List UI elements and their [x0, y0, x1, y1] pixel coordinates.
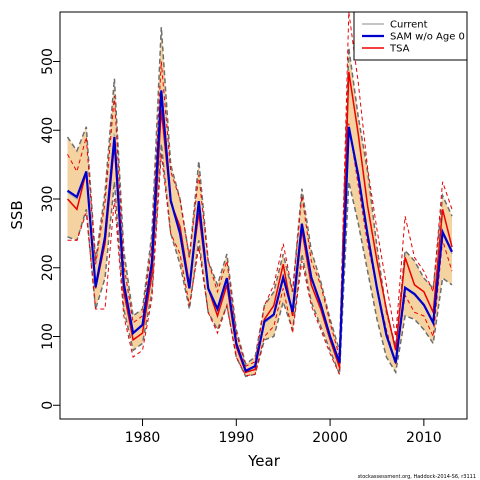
x-tick-label: 2010: [406, 430, 442, 446]
y-tick-label: 500: [40, 48, 56, 75]
x-axis-title: Year: [247, 452, 281, 470]
legend-label-sam: SAM w/o Age 0: [390, 32, 465, 43]
y-tick-label: 400: [40, 117, 56, 144]
tsa-upper-ci-line: [67, 11, 453, 367]
x-tick-label: 1980: [125, 430, 161, 446]
sam-series-line: [66, 90, 453, 373]
x-tick-label: 2000: [312, 430, 348, 446]
x-tick-label: 1990: [218, 430, 254, 446]
y-tick-label: 300: [40, 186, 56, 213]
x-axis: 1980 1990 2000 2010: [125, 418, 442, 446]
y-tick-label: 0: [40, 401, 56, 410]
caption: stockassessment.org, Haddock-2014-S6, r3…: [358, 474, 476, 480]
legend-label-current: Current: [390, 20, 428, 31]
legend-label-tsa: TSA: [389, 44, 410, 55]
y-axis-title: SSB: [8, 200, 26, 229]
y-tick-label: 100: [40, 323, 56, 350]
tsa-lower-ci-line: [67, 123, 453, 377]
y-axis: 0 100 200 300 400 500: [40, 48, 61, 410]
series-line-layer: [66, 11, 453, 378]
y-tick-label: 200: [40, 254, 56, 281]
current-lower-ci-line: [67, 143, 453, 378]
